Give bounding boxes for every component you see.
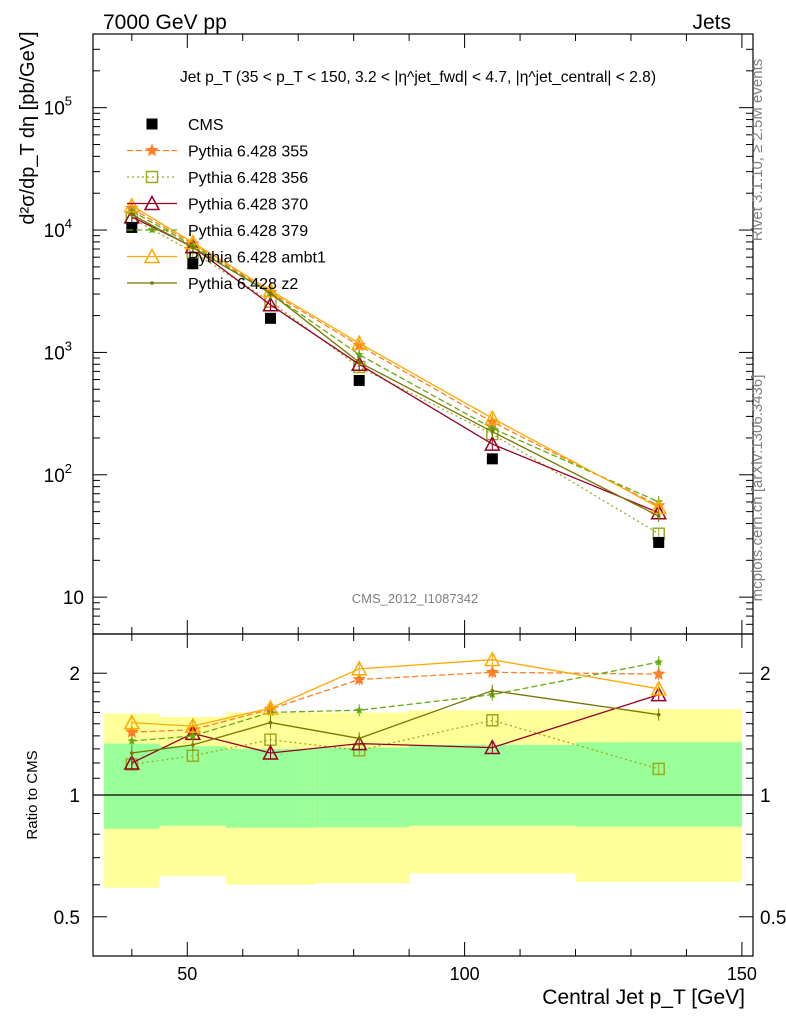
x-tick-label: 100 (450, 964, 480, 984)
stat-uncertainty-band (314, 747, 410, 828)
main-series-point (262, 296, 279, 312)
ratio-series-layer (123, 651, 667, 776)
cms-data-point (486, 453, 498, 465)
legend-label: CMS (188, 117, 224, 134)
plot-title: Jet p_T (35 < p_T < 150, 3.2 < |η^jet_fw… (180, 69, 656, 86)
ratio-series-point (486, 714, 499, 727)
legend-label: Pythia 6.428 z2 (188, 276, 298, 293)
ratio-series-point (352, 672, 366, 686)
legend-marker (143, 247, 161, 264)
main-series-line (131, 213, 659, 517)
ratio-series-point (652, 667, 666, 680)
ratio-series-point (354, 705, 364, 714)
ratio-series-point (262, 699, 279, 715)
ratio-series-point (652, 762, 665, 776)
ratio-series-line (131, 671, 659, 733)
ratio-series-point (650, 680, 667, 696)
ratio-series-point (184, 717, 202, 733)
legend-marker (147, 225, 157, 234)
ratio-series-point (191, 743, 195, 747)
legend-marker (145, 170, 159, 184)
ratio-y-tick-label-right: 0.5 (760, 908, 786, 929)
y-tick-label: 10 (63, 588, 84, 609)
legend-marker (145, 143, 159, 157)
rivet-version-label: Rivet 3.1.10, ≥ 2.5M events (749, 59, 766, 242)
cms-data-point (264, 312, 276, 324)
ratio-series-point (357, 736, 362, 741)
legend-label: Pythia 6.428 355 (188, 144, 308, 161)
main-series-point (268, 291, 273, 295)
axis-ticks: 50 100 150 10 102 103 104 105 0.5 0.5 1 1 2 2 (44, 33, 786, 984)
legend-label: Pythia 6.428 ambt1 (188, 250, 326, 267)
legend-marker (143, 194, 161, 211)
legend-marker (150, 281, 154, 285)
source-label: mcplots.cern.ch [arXiv:1306.3436] (749, 375, 766, 602)
ratio-series-point (268, 720, 273, 725)
legend-label: Pythia 6.428 379 (188, 223, 308, 240)
ratio-series-point (654, 657, 663, 666)
cms-data-point (353, 374, 365, 386)
y-tick-label: 103 (44, 338, 72, 364)
ratio-series-line (131, 690, 659, 754)
ratio-y-tick-label: 0.5 (54, 908, 80, 929)
main-series-point (484, 409, 501, 425)
ratio-y-tick-label-right: 2 (760, 664, 771, 685)
analysis-watermark: CMS_2012_I1087342 (352, 591, 479, 606)
ratio-series-point (127, 736, 137, 745)
legend: CMS Pythia 6.428 355 Pythia 6.428 356 Pythi… (127, 117, 326, 293)
x-tick-label: 150 (727, 964, 757, 984)
main-series-layer (123, 197, 667, 548)
y-tick-label: 104 (44, 216, 72, 242)
main-series-line (131, 205, 660, 509)
main-y-axis-label: d²σ/dp_T dη [pb/GeV] (17, 31, 39, 224)
ratio-y-tick-label-right: 1 (760, 786, 771, 807)
legend-marker (146, 118, 158, 130)
cms-data-point (653, 536, 665, 548)
ratio-series-point (350, 660, 368, 676)
energy-label: 7000 GeV pp (103, 11, 227, 34)
y-tick-label: 105 (44, 94, 72, 120)
main-series-point (357, 360, 362, 365)
ratio-series-point (485, 665, 499, 678)
ratio-series-point (123, 714, 141, 730)
ratio-series-point (484, 738, 501, 755)
main-series-point (350, 334, 368, 350)
ratio-series-point (484, 651, 501, 667)
stat-uncertainty-band (226, 748, 315, 828)
main-series-point (484, 435, 501, 451)
ratio-y-axis-label: Ratio to CMS (24, 750, 41, 839)
stat-uncertainty-band (409, 744, 576, 826)
legend-label: Pythia 6.428 356 (188, 170, 308, 187)
ratio-series-point (188, 731, 198, 740)
ratio-series-line (131, 659, 659, 727)
ratio-series-point (130, 751, 134, 755)
ratio-series-point (125, 725, 139, 738)
ratio-series-line (131, 694, 659, 764)
x-axis-label: Central Jet p_T [GeV] (542, 986, 745, 1009)
cms-data-point (187, 258, 199, 270)
main-series-line (131, 210, 659, 503)
legend-label: Pythia 6.428 370 (188, 197, 308, 214)
main-series-point (490, 429, 495, 434)
ratio-series-point (123, 754, 141, 770)
main-series-point (354, 350, 364, 359)
ratio-series-point (490, 688, 495, 693)
ratio-series-line (131, 719, 659, 770)
process-label: Jets (692, 11, 731, 34)
ratio-series-point (656, 712, 661, 717)
x-tick-label: 50 (177, 964, 197, 984)
main-series-point (656, 514, 661, 518)
ratio-y-tick-label: 1 (69, 786, 80, 807)
ratio-series-point (350, 734, 368, 751)
main-series-point (191, 245, 195, 250)
y-tick-label: 102 (44, 461, 72, 487)
cms-data-point (126, 221, 138, 233)
ratio-series-point (262, 744, 279, 760)
main-series-point (130, 212, 134, 217)
stat-uncertainty-band (575, 742, 742, 827)
main-series-line (131, 207, 659, 507)
ratio-y-tick-label: 2 (69, 664, 80, 685)
